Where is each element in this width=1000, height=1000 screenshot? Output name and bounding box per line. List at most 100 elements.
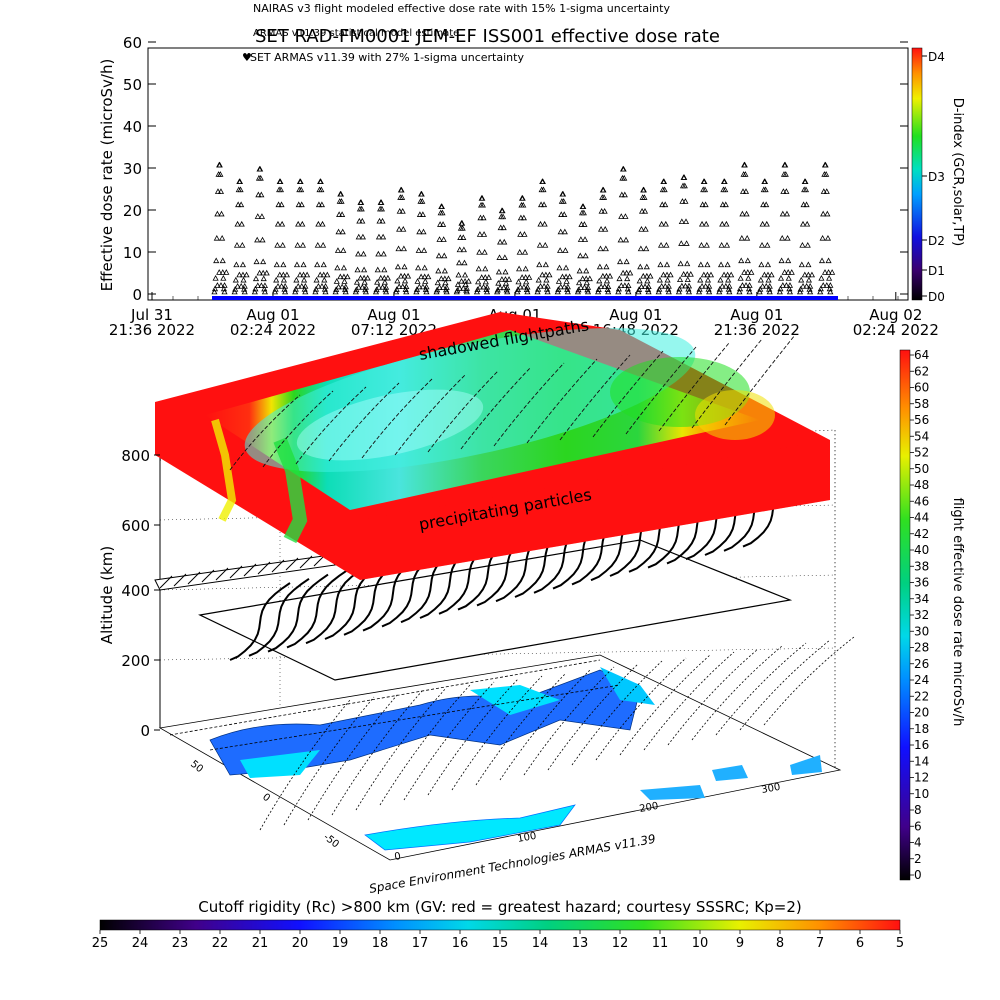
data-point bbox=[399, 283, 406, 290]
data-point bbox=[783, 282, 790, 288]
data-point bbox=[600, 186, 607, 193]
data-point bbox=[454, 281, 462, 287]
data-point bbox=[557, 247, 564, 253]
orbit-track bbox=[229, 582, 291, 661]
data-point bbox=[254, 213, 261, 219]
data-point bbox=[786, 288, 794, 295]
data-point bbox=[606, 272, 614, 279]
colorbar-tick-label: 12 bbox=[914, 771, 929, 785]
cutoff-rigidity-caption: Cutoff rigidity (Rc) >800 km (GV: red = … bbox=[198, 898, 801, 916]
data-point bbox=[616, 275, 623, 282]
x-tick-label: Aug 01 bbox=[367, 306, 420, 324]
data-point bbox=[314, 241, 321, 248]
y-tick-label: 40 bbox=[123, 118, 142, 136]
data-point bbox=[725, 276, 732, 283]
data-point bbox=[441, 267, 448, 274]
data-point bbox=[596, 277, 603, 284]
colorbar-tick-label: 22 bbox=[914, 689, 929, 703]
cutoff-tick-label: 5 bbox=[896, 936, 904, 951]
data-point bbox=[333, 278, 340, 284]
data-point bbox=[637, 263, 644, 270]
data-point bbox=[273, 261, 280, 268]
data-point bbox=[294, 241, 301, 248]
data-point bbox=[820, 282, 827, 288]
data-point bbox=[702, 201, 709, 208]
data-point bbox=[776, 288, 783, 295]
data-point bbox=[562, 273, 570, 280]
data-point bbox=[252, 275, 260, 282]
data-point bbox=[239, 271, 247, 278]
data-point bbox=[660, 178, 668, 185]
dindex-tick-label: D0 bbox=[928, 290, 945, 304]
data-point bbox=[479, 201, 486, 208]
data-point bbox=[241, 288, 248, 295]
data-point bbox=[318, 201, 325, 208]
data-point bbox=[564, 288, 571, 295]
data-point bbox=[416, 211, 423, 217]
data-point bbox=[621, 282, 628, 288]
data-point bbox=[280, 261, 287, 268]
data-point bbox=[374, 266, 381, 273]
z-tick-label: 400 bbox=[121, 582, 150, 600]
data-point bbox=[542, 261, 549, 268]
data-point bbox=[362, 288, 369, 295]
data-point bbox=[456, 285, 463, 291]
data-point bbox=[214, 282, 221, 288]
cutoff-rigidity-ticks: 25 24 23 22 21 20 19 18 17 16 15 14 13 12 11 10 9 8 7 6 5 bbox=[92, 930, 904, 951]
data-point bbox=[665, 288, 672, 295]
data-point bbox=[475, 278, 482, 285]
ground-track bbox=[571, 660, 663, 766]
data-point bbox=[678, 218, 685, 224]
data-point bbox=[238, 282, 245, 289]
data-point bbox=[704, 276, 712, 283]
data-point bbox=[219, 257, 226, 264]
cutoff-tick-label: 6 bbox=[856, 936, 864, 951]
data-point bbox=[521, 231, 528, 237]
data-point bbox=[297, 178, 304, 185]
data-point bbox=[318, 186, 325, 193]
data-point bbox=[443, 288, 450, 295]
data-point bbox=[496, 254, 503, 260]
data-point bbox=[382, 288, 390, 295]
data-point bbox=[255, 191, 262, 198]
cutoff-tick-label: 8 bbox=[776, 936, 784, 951]
orbit-track bbox=[248, 577, 310, 657]
data-point bbox=[766, 288, 773, 295]
data-point bbox=[339, 211, 346, 217]
data-point bbox=[656, 276, 663, 283]
ground-track bbox=[667, 648, 759, 746]
data-point bbox=[220, 275, 227, 281]
data-point bbox=[522, 265, 529, 272]
x-tick-label: 21:36 2022 bbox=[109, 321, 195, 339]
data-point bbox=[435, 252, 443, 259]
data-point bbox=[667, 271, 674, 278]
orbit-track bbox=[267, 573, 329, 653]
data-point bbox=[315, 282, 322, 289]
data-point bbox=[495, 268, 502, 275]
data-point bbox=[260, 275, 267, 282]
data-point bbox=[538, 201, 545, 208]
data-point bbox=[362, 286, 369, 293]
colorbar-tick-label: 6 bbox=[914, 819, 922, 833]
data-point bbox=[439, 209, 446, 216]
data-point bbox=[701, 186, 709, 193]
data-point bbox=[502, 279, 510, 286]
data-point bbox=[677, 260, 684, 267]
data-point bbox=[279, 220, 286, 227]
data-point bbox=[340, 264, 347, 271]
data-point bbox=[520, 283, 527, 290]
cutoff-tick-label: 17 bbox=[412, 936, 429, 951]
data-point bbox=[397, 272, 405, 279]
data-point bbox=[314, 261, 321, 268]
data-point bbox=[768, 271, 775, 278]
data-point bbox=[818, 275, 825, 281]
data-point bbox=[479, 195, 486, 201]
data-point bbox=[212, 275, 219, 281]
data-point bbox=[803, 282, 810, 289]
ground-track bbox=[739, 639, 831, 731]
data-point bbox=[785, 275, 792, 281]
data-point bbox=[425, 273, 432, 280]
data-point bbox=[722, 282, 729, 289]
data-point bbox=[216, 161, 223, 168]
data-point bbox=[396, 226, 403, 232]
